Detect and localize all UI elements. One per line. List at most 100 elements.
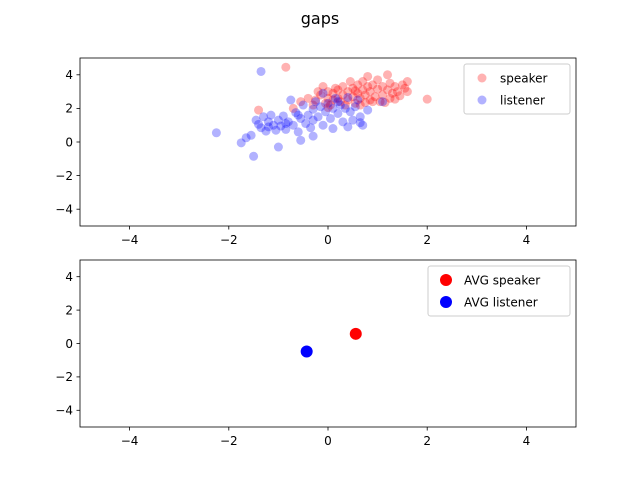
data-point	[350, 102, 360, 112]
data-point	[288, 120, 298, 130]
data-point	[321, 98, 331, 108]
legend: AVG speaker AVG listener	[427, 265, 571, 317]
data-point	[303, 93, 313, 103]
data-point	[308, 115, 318, 125]
data-point	[256, 66, 266, 76]
data-point	[385, 78, 395, 88]
series-avg-speaker	[349, 327, 362, 340]
data-point	[268, 120, 278, 130]
data-point	[254, 119, 264, 129]
data-points	[211, 62, 432, 161]
data-point	[355, 118, 365, 128]
data-point	[291, 108, 301, 118]
data-point	[358, 85, 368, 95]
data-point	[340, 103, 350, 113]
data-point	[323, 98, 333, 108]
data-point	[363, 82, 373, 92]
data-point	[330, 93, 340, 103]
legend-label: AVG speaker	[464, 273, 540, 287]
data-point	[296, 113, 306, 123]
data-point	[343, 87, 353, 97]
data-point	[385, 93, 395, 103]
data-point	[365, 87, 375, 97]
data-point	[390, 94, 400, 104]
data-point	[301, 119, 311, 129]
data-point	[276, 121, 286, 131]
data-point	[333, 85, 343, 95]
top-scatter-plot: −4 −2 0 2 4 −4 −2 0 2 4 speaker listener	[55, 57, 577, 247]
data-point	[328, 95, 338, 105]
data-point	[368, 80, 378, 90]
legend-label: speaker	[500, 71, 548, 85]
data-point	[343, 95, 353, 105]
data-point	[328, 88, 338, 98]
data-point	[345, 107, 355, 117]
bottom-average-plot: −4 −2 0 2 4 −4 −2 0 2 4 AVG speaker AVG listener	[55, 259, 577, 448]
data-point	[400, 83, 410, 93]
data-point	[370, 92, 380, 102]
series-avg-listener	[300, 345, 313, 358]
data-point	[353, 88, 363, 98]
data-point	[392, 87, 402, 97]
data-point	[375, 97, 385, 107]
legend-label: listener	[500, 93, 545, 107]
data-point	[378, 90, 388, 100]
legend-marker	[477, 73, 487, 83]
data-point	[355, 112, 365, 122]
data-point	[338, 117, 348, 127]
data-point	[373, 84, 383, 94]
data-point	[358, 120, 368, 130]
data-point	[397, 80, 407, 90]
data-point	[298, 100, 308, 110]
data-point	[363, 71, 373, 81]
legend-marker	[477, 95, 487, 105]
y-tick-label: −4	[55, 203, 73, 217]
data-point	[335, 97, 345, 107]
data-point	[286, 95, 296, 105]
data-point	[273, 142, 283, 152]
data-point	[349, 327, 362, 340]
data-point	[251, 115, 261, 125]
data-point	[313, 112, 323, 122]
data-point	[350, 98, 360, 108]
data-point	[281, 119, 291, 129]
data-point	[236, 138, 246, 148]
data-point	[380, 98, 390, 108]
data-point	[330, 83, 340, 93]
data-point	[338, 82, 348, 92]
legend: speaker listener	[463, 63, 571, 115]
y-tick-label: 2	[65, 102, 73, 116]
x-tick-label: 0	[324, 233, 332, 247]
x-tick-label: 0	[324, 434, 332, 448]
data-point	[422, 94, 432, 104]
data-point	[402, 87, 412, 97]
data-point	[325, 100, 335, 110]
x-tick-label: −4	[121, 233, 139, 247]
data-point	[363, 105, 373, 115]
data-point	[358, 77, 368, 87]
data-point	[343, 122, 353, 132]
data-point	[316, 102, 326, 112]
data-point	[323, 103, 333, 113]
data-point	[353, 95, 363, 105]
data-point	[335, 100, 345, 110]
data-point	[360, 98, 370, 108]
data-point	[328, 124, 338, 134]
data-point	[241, 133, 251, 143]
legend-marker	[440, 274, 452, 286]
data-point	[263, 117, 273, 127]
data-point	[395, 91, 405, 101]
data-point	[353, 80, 363, 90]
data-point	[323, 87, 333, 97]
series-speaker	[254, 62, 432, 115]
y-tick-label: −2	[55, 169, 73, 183]
data-point	[261, 126, 271, 136]
data-points	[300, 327, 362, 358]
data-point	[249, 151, 259, 161]
data-point	[259, 112, 269, 122]
data-point	[306, 123, 316, 133]
data-point	[293, 110, 303, 120]
data-point	[348, 92, 358, 102]
y-tick-label: 2	[65, 303, 73, 317]
